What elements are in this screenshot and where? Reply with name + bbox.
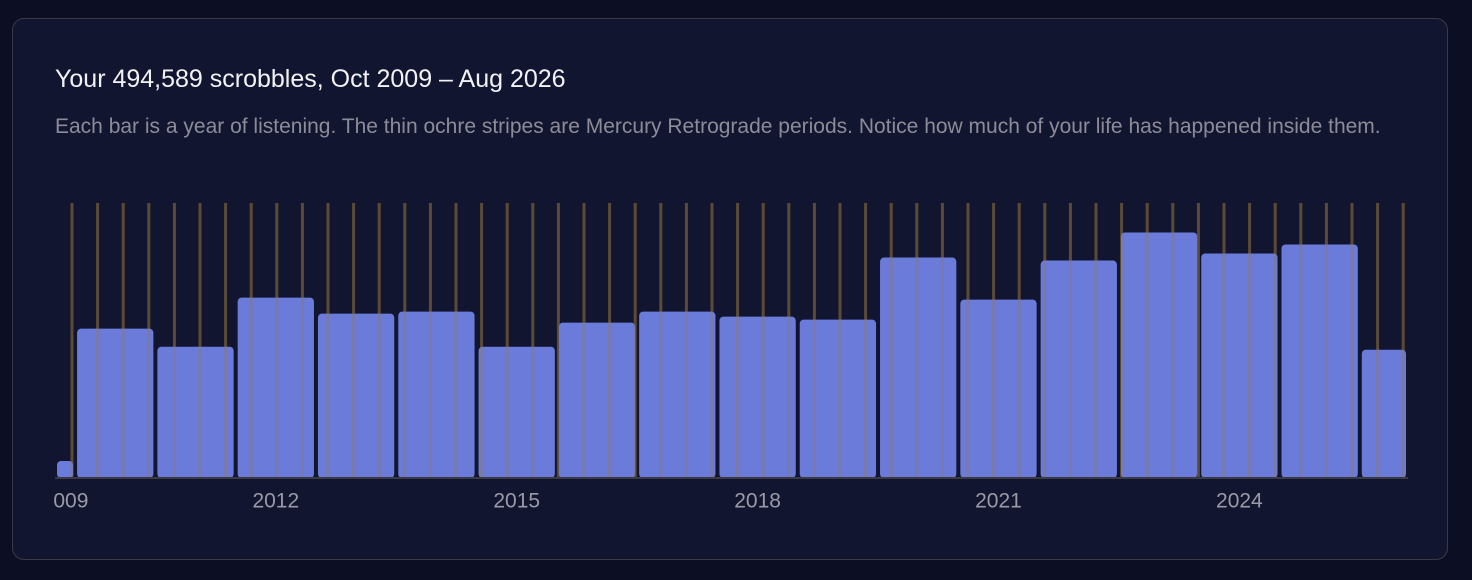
stripe bbox=[172, 203, 176, 478]
stripe-overlay bbox=[480, 203, 484, 478]
stripe-overlay bbox=[761, 203, 765, 478]
stripe-overlay bbox=[531, 203, 535, 478]
stripe bbox=[1196, 203, 1200, 478]
stripe-overlay bbox=[147, 203, 151, 478]
bar bbox=[157, 346, 234, 478]
stripe-overlay bbox=[608, 203, 612, 478]
stripe-overlay bbox=[1222, 203, 1226, 478]
stripe bbox=[556, 203, 560, 478]
stripe-overlay bbox=[1196, 203, 1200, 478]
bar bbox=[57, 460, 74, 478]
stripe-overlay bbox=[582, 203, 586, 478]
stripe-overlay bbox=[1248, 203, 1252, 478]
stripe-overlay bbox=[1017, 203, 1021, 478]
stripe-overlay bbox=[198, 203, 202, 478]
stripe-overlay bbox=[249, 203, 253, 478]
retrograde-overlay bbox=[70, 203, 1405, 478]
stripe-overlay bbox=[1350, 203, 1354, 478]
stripe bbox=[70, 203, 74, 478]
stripe bbox=[224, 203, 228, 478]
stripe-overlay bbox=[172, 203, 176, 478]
x-tick-label: 2024 bbox=[1216, 490, 1263, 513]
stripe-overlay bbox=[454, 203, 458, 478]
bar bbox=[1281, 244, 1358, 478]
stripe-overlay bbox=[1145, 203, 1149, 478]
chart-subtitle: Each bar is a year of listening. The thi… bbox=[55, 115, 1381, 138]
chart-title: Your 494,589 scrobbles, Oct 2009 – Aug 2… bbox=[55, 65, 566, 93]
bar bbox=[960, 299, 1037, 478]
stripe-overlay bbox=[352, 203, 356, 478]
stripe-overlay bbox=[70, 203, 74, 478]
stripe-overlay bbox=[1273, 203, 1277, 478]
stripe-overlay bbox=[403, 203, 407, 478]
bars bbox=[57, 232, 1406, 478]
stripe bbox=[1376, 203, 1380, 478]
bar bbox=[558, 322, 636, 478]
bar bbox=[478, 346, 555, 478]
bar bbox=[799, 319, 877, 478]
stripe bbox=[531, 203, 535, 478]
stripe bbox=[1401, 203, 1405, 478]
bar bbox=[1201, 253, 1278, 478]
bar bbox=[1040, 260, 1117, 478]
stripe-overlay bbox=[1120, 203, 1124, 478]
stripe-overlay bbox=[838, 203, 842, 478]
stripe-overlay bbox=[505, 203, 509, 478]
stripe-overlay bbox=[275, 203, 279, 478]
stripe-overlay bbox=[377, 203, 381, 478]
stripe-overlay bbox=[915, 203, 919, 478]
stripe-overlay bbox=[992, 203, 996, 478]
stripe-overlay bbox=[710, 203, 714, 478]
x-axis-labels: 2009 2012 2015 2018 2021 2024 bbox=[42, 490, 1263, 513]
x-tick-label: 2021 bbox=[975, 490, 1022, 513]
stripe bbox=[198, 203, 202, 478]
stripe-overlay bbox=[1299, 203, 1303, 478]
bar bbox=[639, 311, 716, 478]
bar bbox=[880, 257, 957, 478]
stripe-overlay bbox=[1376, 203, 1380, 478]
stripe-overlay bbox=[300, 203, 304, 478]
stripe-overlay bbox=[633, 203, 637, 478]
stripe-overlay bbox=[1043, 203, 1047, 478]
stripe-overlay bbox=[428, 203, 432, 478]
stripe-overlay bbox=[556, 203, 560, 478]
x-tick-label: 2009 bbox=[42, 490, 89, 513]
stripe-overlay bbox=[812, 203, 816, 478]
stripe-overlay bbox=[121, 203, 125, 478]
stripe-overlay bbox=[684, 203, 688, 478]
stripe bbox=[505, 203, 509, 478]
stripe-overlay bbox=[1401, 203, 1405, 478]
x-tick-label: 2012 bbox=[252, 490, 299, 513]
bar bbox=[1120, 232, 1198, 478]
stripe-overlay bbox=[966, 203, 970, 478]
stripe-overlay bbox=[224, 203, 228, 478]
stripe bbox=[480, 203, 484, 478]
stripe-overlay bbox=[1094, 203, 1098, 478]
stripe-overlay bbox=[940, 203, 944, 478]
bar bbox=[398, 311, 475, 478]
bar bbox=[719, 316, 796, 478]
stripe-overlay bbox=[787, 203, 791, 478]
x-tick-label: 2018 bbox=[734, 490, 781, 513]
stripe-overlay bbox=[889, 203, 893, 478]
bar bbox=[237, 297, 314, 478]
stripe bbox=[633, 203, 637, 478]
bar bbox=[317, 313, 395, 478]
stripe-overlay bbox=[864, 203, 868, 478]
stripe-overlay bbox=[1171, 203, 1175, 478]
stripe-overlay bbox=[659, 203, 663, 478]
bar bbox=[77, 328, 154, 478]
bar bbox=[1361, 349, 1406, 478]
stripe-overlay bbox=[1068, 203, 1072, 478]
stripe-overlay bbox=[736, 203, 740, 478]
stripe-overlay bbox=[326, 203, 330, 478]
x-tick-label: 2015 bbox=[493, 490, 540, 513]
stripe-overlay bbox=[96, 203, 100, 478]
stripe-overlay bbox=[1324, 203, 1328, 478]
